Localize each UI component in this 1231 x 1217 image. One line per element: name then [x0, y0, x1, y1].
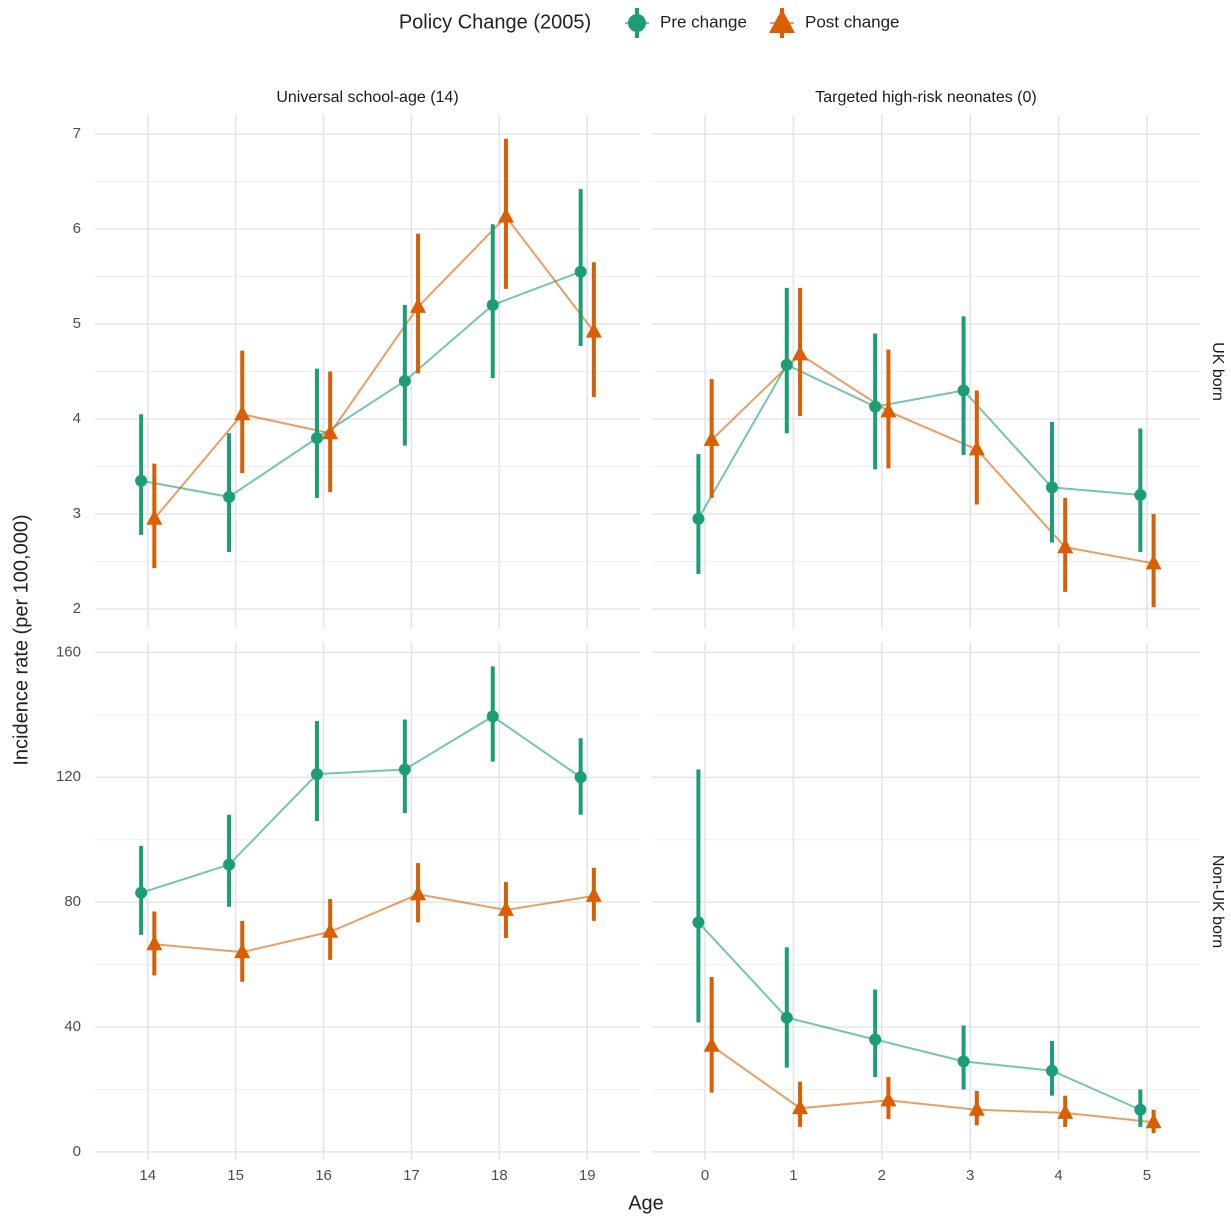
point — [692, 916, 705, 929]
point — [880, 402, 897, 418]
point — [223, 858, 236, 871]
point — [957, 1055, 970, 1068]
point — [398, 763, 411, 776]
y-tick-label: 40 — [64, 1018, 81, 1035]
y-tick-label: 6 — [73, 220, 81, 237]
series-line — [140, 715, 582, 894]
x-tick-label: 1 — [789, 1167, 797, 1184]
x-tick-label: 18 — [491, 1167, 508, 1184]
x-tick-label: 4 — [1054, 1167, 1062, 1184]
y-tick-label: 80 — [64, 893, 81, 910]
point — [585, 322, 602, 338]
point — [574, 265, 587, 278]
point — [1045, 481, 1058, 494]
x-tick-label: 2 — [878, 1167, 886, 1184]
x-tick-label: 17 — [403, 1167, 420, 1184]
point — [223, 490, 236, 503]
x-tick-label: 15 — [227, 1167, 244, 1184]
point — [398, 375, 411, 387]
point — [146, 935, 163, 951]
legend-key — [628, 14, 646, 32]
x-tick-label: 3 — [966, 1167, 974, 1184]
point — [234, 405, 251, 421]
facet-label: Universal school-age (14) — [276, 89, 458, 106]
point — [146, 509, 163, 525]
x-axis-title: Age — [628, 1192, 664, 1214]
point — [957, 384, 970, 397]
point — [792, 1099, 809, 1115]
series-line — [153, 215, 595, 520]
x-tick-label: 19 — [579, 1167, 596, 1184]
point — [869, 1033, 882, 1046]
point — [1045, 1064, 1058, 1077]
facet-label: Targeted high-risk neonates (0) — [815, 89, 1036, 106]
point — [234, 943, 251, 959]
point — [410, 297, 427, 313]
legend-label: Post change — [805, 12, 900, 31]
point — [574, 771, 587, 784]
point — [692, 512, 705, 525]
legend-label: Pre change — [660, 12, 747, 31]
facet-label: UK born — [1209, 342, 1226, 401]
series-line — [710, 353, 1154, 565]
series-line — [697, 363, 1141, 520]
y-tick-label: 3 — [73, 505, 81, 522]
legend-title: Policy Change (2005) — [399, 11, 591, 33]
point — [1145, 554, 1162, 570]
point — [780, 1011, 793, 1024]
point — [968, 1100, 985, 1116]
series-line — [711, 1044, 1154, 1124]
legend-key — [769, 9, 795, 33]
point — [135, 474, 148, 487]
point — [1145, 1113, 1162, 1129]
point — [1134, 1103, 1147, 1116]
y-tick-label: 2 — [73, 600, 81, 617]
point — [703, 1036, 720, 1052]
point — [792, 345, 809, 361]
series-line — [697, 921, 1141, 1111]
point — [497, 207, 514, 223]
point — [322, 424, 339, 440]
y-tick-label: 5 — [73, 315, 81, 332]
y-tick-label: 4 — [73, 410, 81, 427]
x-tick-label: 14 — [139, 1167, 156, 1184]
series-line — [140, 270, 582, 498]
x-tick-label: 5 — [1143, 1167, 1151, 1184]
point — [869, 400, 882, 413]
y-tick-label: 7 — [73, 125, 81, 142]
point — [310, 768, 323, 781]
point — [410, 885, 427, 901]
point — [968, 440, 985, 456]
point — [310, 432, 323, 444]
point — [322, 922, 339, 938]
point — [880, 1091, 897, 1107]
x-tick-label: 16 — [315, 1167, 332, 1184]
y-axis-title: Incidence rate (per 100,000) — [10, 514, 32, 765]
point — [585, 886, 602, 902]
point — [1134, 489, 1147, 501]
facet-label: Non-UK born — [1209, 855, 1226, 948]
series-line — [154, 893, 595, 954]
point — [135, 886, 148, 899]
point — [497, 900, 514, 916]
y-tick-label: 0 — [73, 1143, 81, 1160]
point — [703, 430, 720, 446]
y-tick-label: 160 — [56, 643, 81, 660]
point — [486, 299, 499, 311]
point — [486, 710, 499, 723]
point — [1057, 538, 1074, 554]
x-tick-label: 0 — [701, 1167, 709, 1184]
point — [1057, 1103, 1074, 1119]
point — [780, 358, 793, 371]
y-tick-label: 120 — [56, 768, 81, 785]
